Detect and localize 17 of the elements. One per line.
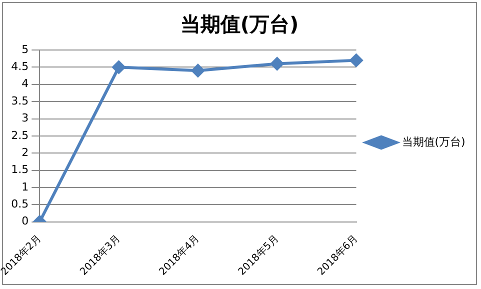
legend-label: 当期值(万台) [402, 135, 466, 148]
y-tick-label: 2.5 [11, 128, 29, 142]
y-tick-label: 4.5 [11, 60, 29, 74]
point [112, 60, 126, 74]
y-tick-label: 1 [22, 180, 29, 194]
y-tick-label: 0.5 [11, 198, 29, 211]
y-tick-label: 2 [22, 146, 29, 159]
y-tick-label: 4 [22, 77, 29, 90]
point [270, 57, 284, 70]
y-tick-label: 5 [22, 42, 29, 56]
y-tick-label: 3.5 [11, 94, 29, 108]
chart-title: 当期值(万台) [180, 12, 299, 36]
y-tick-label: 0 [22, 214, 29, 228]
point [350, 54, 363, 67]
y-tick-label: 3 [22, 112, 29, 125]
point [191, 64, 204, 78]
y-tick-label: 1.5 [11, 163, 29, 176]
